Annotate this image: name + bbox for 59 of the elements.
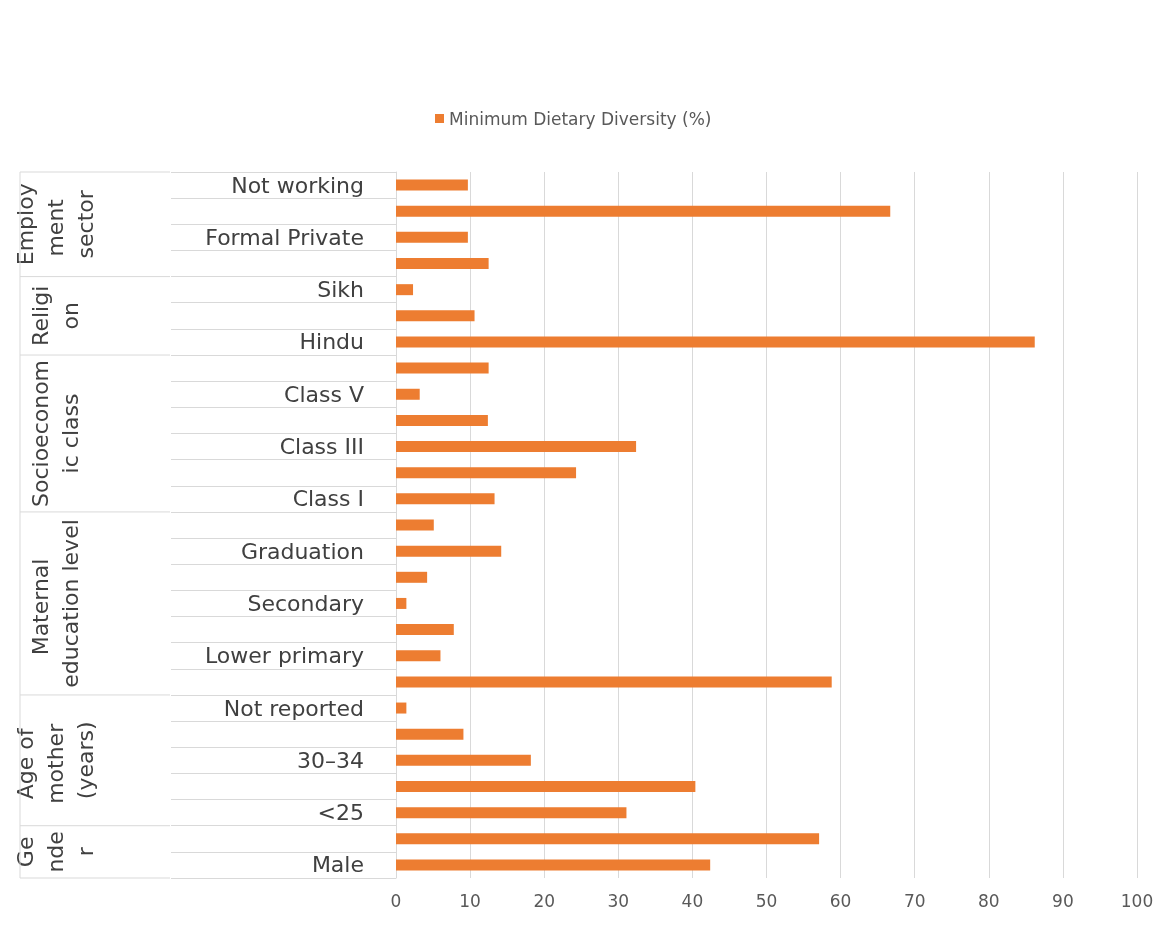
- y-tick-label: Sikh: [317, 277, 364, 303]
- bar: [396, 833, 820, 845]
- y-tick-label: Class V: [284, 381, 364, 407]
- y-tick-label: 30–34: [297, 747, 364, 773]
- x-tick-label: 100: [1120, 890, 1154, 911]
- y-tick-label: Hindu: [299, 329, 364, 355]
- bar: [396, 624, 454, 636]
- x-tick-label: 30: [607, 890, 630, 911]
- bar: [396, 467, 577, 479]
- bar: [396, 676, 832, 688]
- bar: [396, 362, 489, 374]
- y-tick-label: <25: [317, 800, 364, 826]
- x-tick-label: 50: [755, 890, 778, 911]
- text: Religion: [27, 285, 83, 346]
- bar: [396, 258, 489, 270]
- x-tick-label: 40: [681, 890, 704, 911]
- x-tick-label: 20: [533, 890, 556, 911]
- y-tick-label: Lower primary: [205, 643, 364, 669]
- bar: [396, 728, 464, 740]
- x-tick-label: 10: [459, 890, 481, 911]
- bar: [396, 519, 434, 531]
- bar: [396, 414, 488, 426]
- bar: [396, 336, 1035, 348]
- legend-label: Minimum Dietary Diversity (%): [449, 108, 712, 129]
- y-tick-label: Secondary: [247, 590, 364, 616]
- bar: [396, 702, 407, 714]
- bar: [396, 754, 531, 766]
- y-tick-label: Male: [311, 852, 364, 878]
- y-tick-label: Class III: [279, 434, 364, 460]
- y-tick-label: Class I: [292, 486, 364, 512]
- bar: [396, 388, 420, 400]
- bar: [396, 493, 495, 505]
- bar: [396, 284, 414, 296]
- bar: [396, 650, 441, 662]
- text: Gender: [12, 831, 98, 873]
- x-tick-label: 0: [390, 890, 402, 911]
- y-tick-label: Not reported: [223, 695, 364, 721]
- bar: [396, 859, 711, 871]
- y-tick-label: Graduation: [240, 538, 364, 564]
- bar: [396, 545, 502, 557]
- bar: [396, 780, 696, 792]
- bar: [396, 310, 475, 322]
- bar: [396, 205, 891, 217]
- bar: [396, 571, 428, 583]
- bar: [396, 231, 468, 243]
- x-tick-label: 90: [1052, 890, 1074, 911]
- x-tick-label: 70: [903, 890, 926, 911]
- text: Socioeconomic class: [27, 359, 83, 507]
- x-tick-label: 80: [977, 890, 1000, 911]
- bar: [396, 179, 468, 191]
- text: Maternal education level: [27, 519, 83, 688]
- y-tick-label: Not working: [231, 172, 364, 198]
- text: Employment sector: [12, 183, 98, 266]
- y-tick-label: Formal Private: [205, 224, 364, 250]
- bar: [396, 441, 637, 453]
- x-tick-label: 60: [829, 890, 852, 911]
- bar: [396, 807, 627, 819]
- text: Age of mother (years): [12, 716, 98, 804]
- bar: [396, 597, 407, 609]
